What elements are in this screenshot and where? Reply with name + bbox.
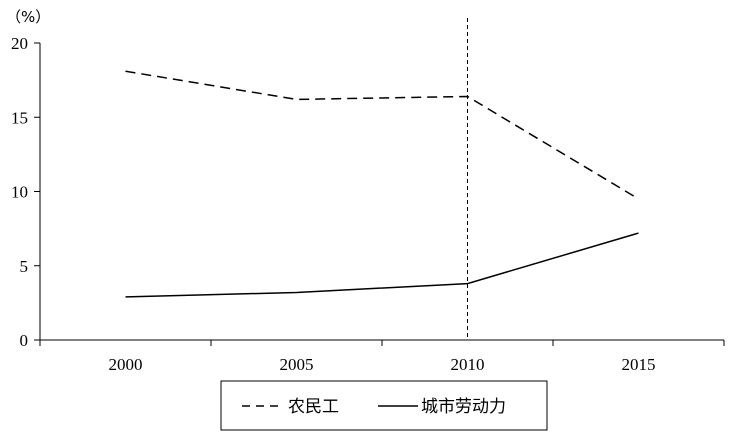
x-tick-label-2: 2010 bbox=[451, 355, 485, 374]
legend-label-migrant-workers: 农民工 bbox=[288, 397, 339, 417]
y-axis-ticks: 0 5 10 15 20 bbox=[11, 34, 40, 350]
series-group bbox=[125, 70, 639, 298]
x-tick-label-1: 2005 bbox=[280, 355, 314, 374]
y-tick-label-4: 20 bbox=[11, 34, 28, 53]
y-tick-label-0: 0 bbox=[20, 331, 29, 350]
y-tick-label-2: 10 bbox=[11, 183, 28, 202]
x-tick-label-3: 2015 bbox=[622, 355, 656, 374]
x-tick-label-0: 2000 bbox=[109, 355, 143, 374]
legend-label-urban-labor: 城市劳动力 bbox=[421, 397, 506, 417]
legend: 农民工 城市劳动力 bbox=[220, 380, 548, 431]
x-axis-ticks: 2000 2005 2010 2015 bbox=[39, 340, 725, 374]
series-line-0 bbox=[125, 70, 639, 200]
series-line-1 bbox=[125, 232, 639, 298]
y-tick-label-1: 5 bbox=[20, 257, 29, 276]
y-tick-label-3: 15 bbox=[11, 108, 28, 127]
y-axis-unit-label: （%） bbox=[6, 8, 50, 26]
